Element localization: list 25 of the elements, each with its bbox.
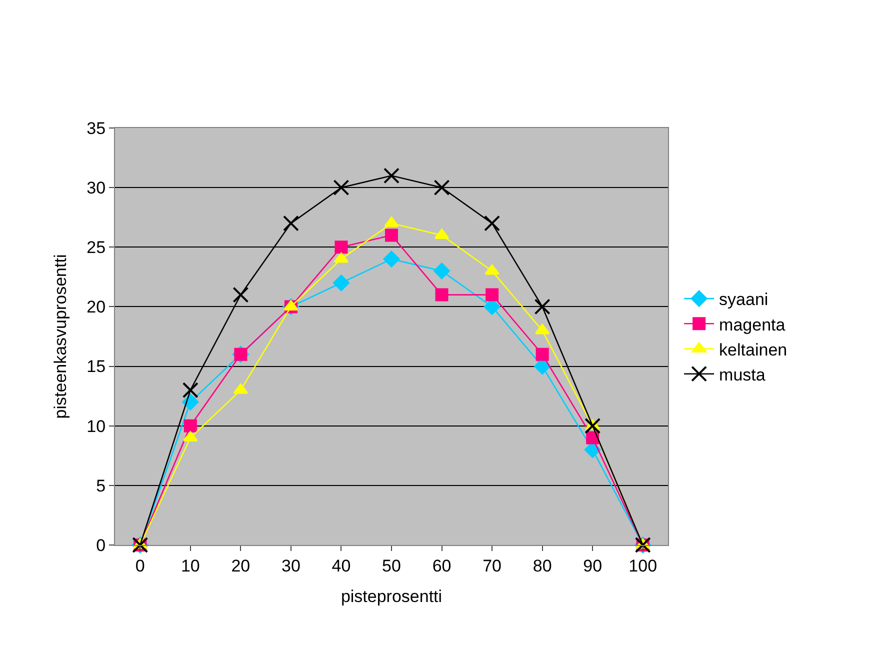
- x-tick-label: 0: [135, 556, 145, 576]
- y-tick-label: 10: [86, 416, 106, 436]
- x-tick-label: 30: [281, 556, 300, 576]
- x-tick-label: 100: [628, 556, 658, 576]
- legend-label: magenta: [719, 315, 786, 334]
- y-tick-label: 5: [96, 476, 106, 496]
- y-axis-title: pisteenkasvuprosentti: [51, 254, 70, 419]
- x-tick-label: 80: [532, 556, 552, 576]
- x-tick-label: 70: [482, 556, 502, 576]
- x-tick-label: 60: [432, 556, 452, 576]
- legend-label: musta: [719, 365, 766, 384]
- y-tick-label: 20: [86, 298, 106, 317]
- legend-label: syaani: [719, 290, 768, 310]
- y-tick-label: 25: [86, 238, 106, 258]
- legend-label: keltainen: [719, 340, 788, 360]
- y-tick-label: 0: [96, 536, 106, 555]
- y-tick-label: 30: [86, 178, 106, 198]
- x-tick-label: 50: [382, 556, 401, 576]
- x-tick-label: 40: [332, 556, 351, 576]
- y-tick-label: 35: [86, 118, 106, 138]
- x-tick-label: 90: [583, 556, 602, 576]
- x-tick-label: 10: [180, 556, 200, 576]
- x-axis-title: pisteprosentti: [340, 586, 442, 606]
- x-tick-label: 20: [231, 556, 250, 576]
- y-tick-label: 15: [86, 357, 106, 376]
